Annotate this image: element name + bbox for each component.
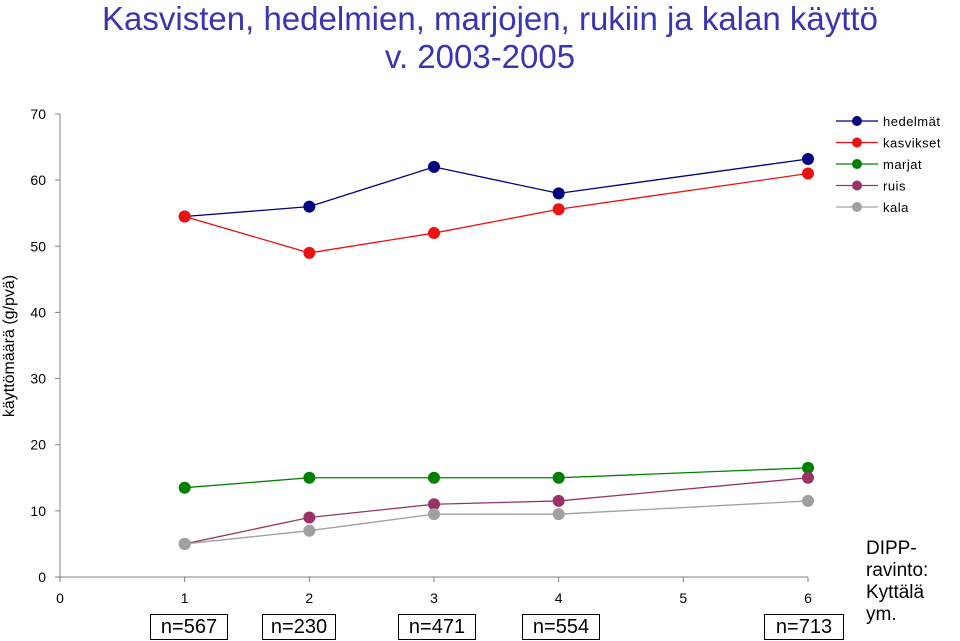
data-point-kala: [802, 494, 814, 507]
data-point-kasvikset: [802, 167, 814, 180]
data-point-marjat: [552, 471, 565, 484]
sample-size-box: n=567: [150, 614, 228, 640]
y-tick-label: 50: [30, 238, 46, 254]
series-line-marjat: [184, 467, 809, 489]
data-point-kasvikset: [303, 246, 316, 259]
y-tick-label: 70: [30, 106, 46, 122]
y-tick-label: 30: [30, 371, 46, 387]
data-point-marjat: [303, 471, 316, 484]
x-tick-label: 6: [804, 590, 812, 606]
legend-marker-hedelmät: [852, 116, 862, 126]
data-point-kasvikset: [428, 227, 440, 240]
source-line: DIPP-: [866, 538, 917, 559]
data-point-marjat: [428, 471, 440, 484]
x-tick-label: 5: [679, 590, 687, 606]
data-point-kasvikset: [552, 203, 565, 216]
sample-size-box: n=471: [398, 614, 476, 640]
x-tick-label: 2: [305, 590, 313, 606]
chart-title: Kasvisten, hedelmien, marjojen, rukiin j…: [40, 0, 940, 76]
data-point-kala: [552, 508, 565, 521]
source-line: ym.: [866, 604, 897, 625]
source-note: DIPP- ravinto: Kyttälä ym.: [866, 538, 958, 626]
data-point-hedelmät: [303, 200, 316, 213]
y-tick-label: 20: [30, 437, 46, 453]
series-line-hedelmät: [184, 158, 809, 218]
legend-marker-marjat: [852, 159, 862, 169]
data-point-marjat: [802, 461, 814, 474]
chart-title-line1: Kasvisten, hedelmien, marjojen, rukiin j…: [102, 0, 878, 37]
x-tick-label: 1: [181, 590, 189, 606]
axes: 0 10 20 30 40 50 60 70 0 1 2 3 4 5 6: [30, 106, 812, 606]
data-point-ruis: [303, 511, 316, 524]
legend-label-kasvikset: kasvikset: [883, 136, 941, 151]
data-point-hedelmät: [428, 160, 440, 173]
data-point-kala: [428, 508, 440, 521]
chart-title-line2: v. 2003-2005: [384, 38, 576, 75]
legend-label-kala: kala: [883, 200, 909, 215]
series-line-kasvikset: [184, 172, 809, 254]
legend-label-hedelmät: hedelmät: [883, 114, 940, 129]
y-axis-label: käyttömäärä (g/pvä): [1, 275, 18, 417]
source-line: ravinto:: [866, 560, 929, 581]
y-tick-label: 0: [38, 569, 46, 585]
data-point-ruis: [802, 471, 814, 484]
x-tick-label: 4: [555, 590, 563, 606]
legend-marker-kasvikset: [852, 137, 862, 148]
y-tick-label: 40: [30, 304, 46, 320]
x-tick-label: 0: [56, 590, 64, 606]
sample-size-box: n=230: [262, 614, 336, 640]
legend-label-marjat: marjat: [883, 157, 922, 172]
source-line: Kyttälä: [866, 582, 925, 603]
y-tick-label: 60: [30, 172, 46, 188]
x-tick-label: 3: [430, 590, 438, 606]
legend-label-ruis: ruis: [883, 179, 906, 194]
legend-marker-ruis: [852, 180, 862, 191]
series-line-kala: [184, 500, 809, 545]
data-point-ruis: [552, 494, 565, 507]
data-point-hedelmät: [552, 187, 565, 200]
legend: hedelmät kasvikset marjat ruis kala: [836, 114, 941, 215]
series-layer: [178, 152, 814, 550]
y-tick-label: 10: [30, 503, 46, 519]
data-point-hedelmät: [802, 152, 814, 165]
data-point-marjat: [178, 481, 191, 494]
sample-size-box: n=554: [522, 614, 600, 640]
data-point-kasvikset: [178, 210, 191, 223]
sample-size-box: n=713: [764, 614, 844, 640]
data-point-ruis: [428, 498, 440, 511]
legend-marker-kala: [852, 202, 862, 212]
data-point-kala: [303, 524, 316, 537]
data-point-kala: [178, 537, 191, 550]
